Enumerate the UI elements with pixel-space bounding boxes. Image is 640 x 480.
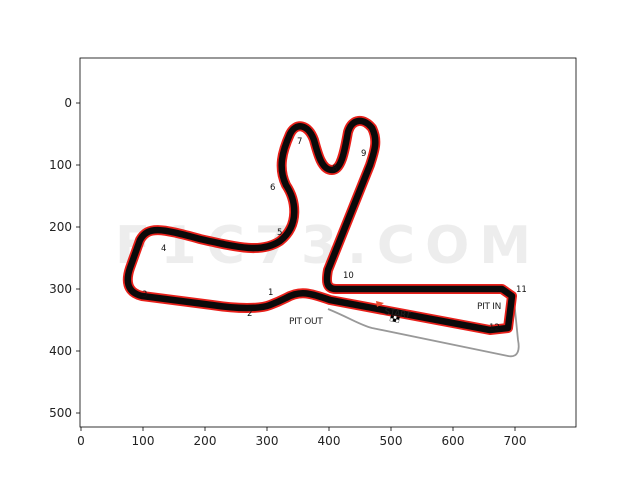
y-axis: 0 100 200 300 400 500 (49, 96, 80, 420)
y-tick-label: 0 (64, 96, 72, 110)
y-tick-label: 300 (49, 282, 72, 296)
turn-11-label: 11 (516, 285, 527, 295)
turn-5-label: 5 (277, 228, 282, 238)
turn-1-label: 1 (268, 288, 273, 298)
turn-9-label: 9 (361, 149, 366, 159)
x-tick-label: 700 (504, 434, 527, 448)
turn-10-label: 10 (343, 271, 354, 281)
x-tick-label: 300 (256, 434, 279, 448)
x-tick-label: 400 (318, 434, 341, 448)
track-asphalt (124, 117, 516, 334)
turn-2-label: 2 (247, 309, 252, 319)
turn-8-label: 8 (332, 164, 337, 174)
pit-out-label: PIT OUT (289, 317, 323, 327)
x-axis: 0 100 200 300 400 500 600 700 (77, 427, 526, 448)
start-finish-flag-icon (389, 315, 400, 323)
turn-7-label: 7 (297, 137, 302, 147)
y-tick-label: 200 (49, 220, 72, 234)
y-tick-label: 400 (49, 344, 72, 358)
turn-4-label: 4 (161, 244, 166, 254)
plot-area (79, 57, 577, 428)
pit-lane (327, 299, 520, 358)
start-label: START (383, 307, 411, 322)
x-tick-label: 500 (380, 434, 403, 448)
watermark: F1C73.COM (115, 216, 541, 276)
pit-in-label: PIT IN (477, 302, 501, 312)
x-tick-label: 600 (442, 434, 465, 448)
turn-6-label: 6 (270, 183, 275, 193)
x-tick-label: 200 (194, 434, 217, 448)
x-tick-label: 100 (132, 434, 155, 448)
turn-12-label: 12 (489, 323, 500, 333)
y-tick-label: 100 (49, 158, 72, 172)
turn-3-label: 3 (142, 290, 147, 300)
y-tick-label: 500 (49, 406, 72, 420)
x-tick-label: 0 (77, 434, 85, 448)
start-direction-arrow-icon (376, 301, 384, 307)
